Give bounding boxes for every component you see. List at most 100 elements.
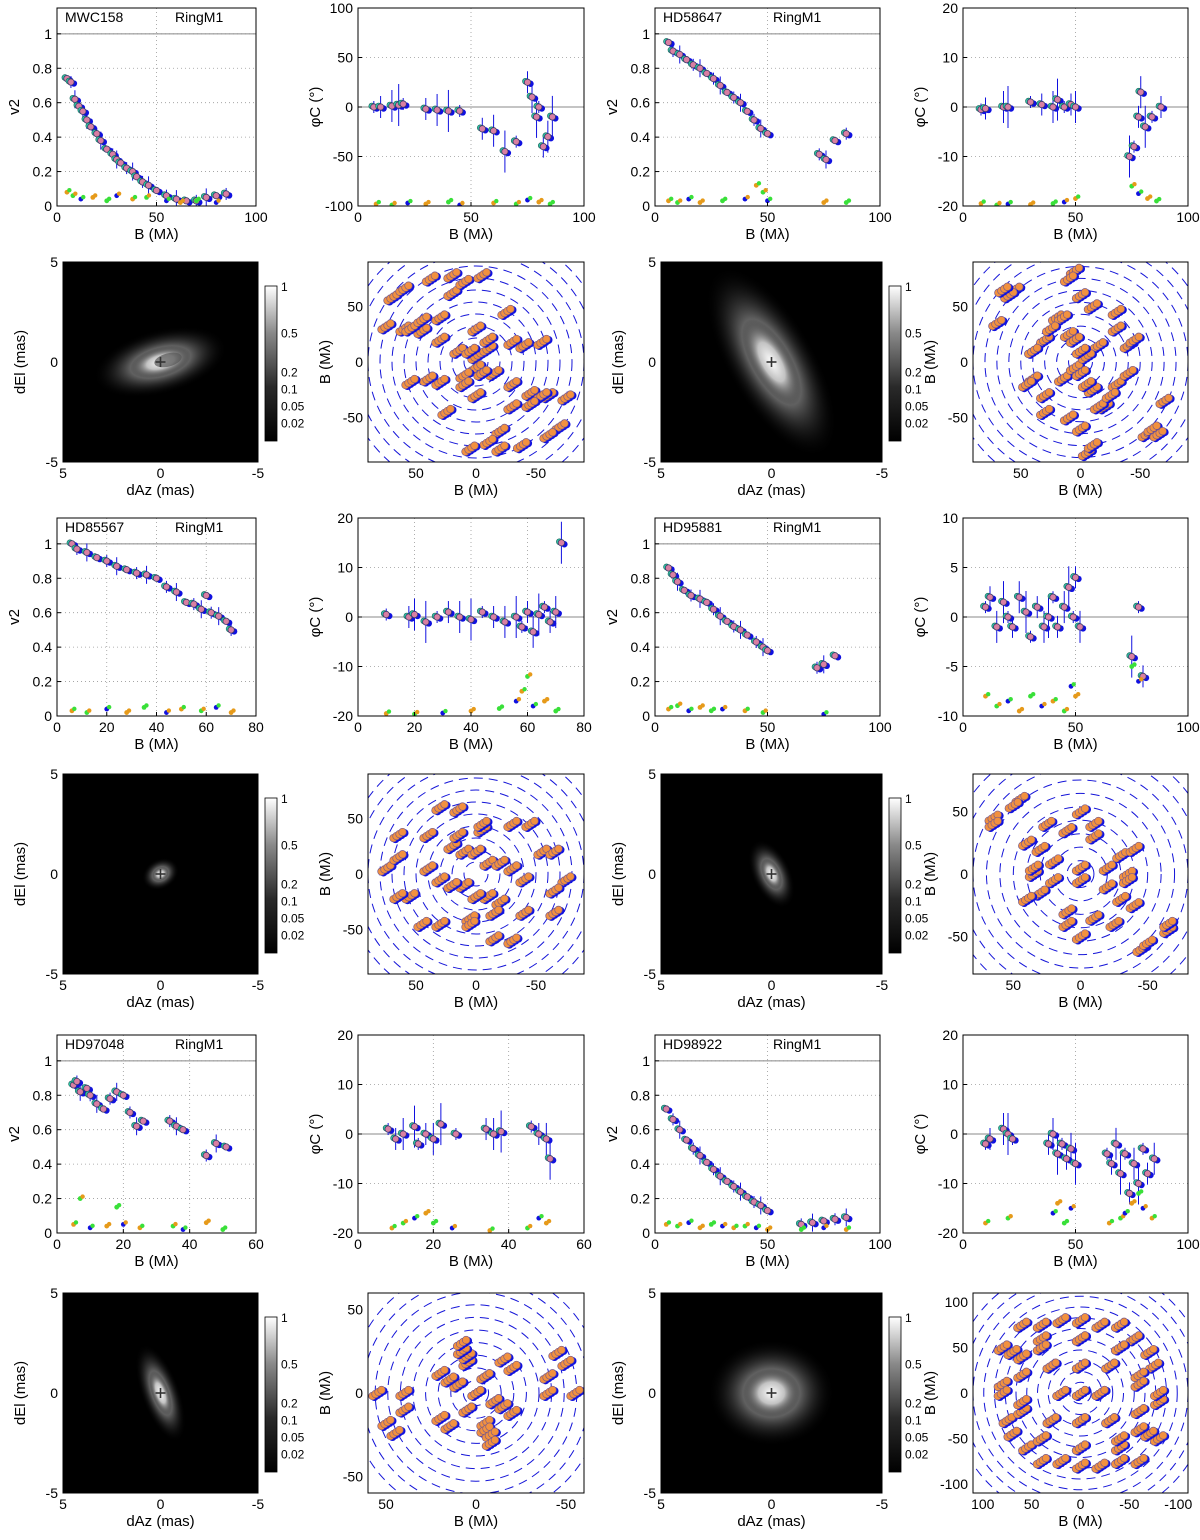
hd85567-v2-panel: 0 20 40 60 80 0 0.2 0.4 0.6 0.8 1 B (Mλ) v2 HD85567 Ri… xyxy=(6,517,264,753)
uv-point xyxy=(1127,873,1137,882)
closure-point xyxy=(443,708,448,714)
x-tick-label: 100 xyxy=(971,1496,995,1512)
uv-point xyxy=(512,1405,521,1415)
closure-point xyxy=(700,703,705,708)
model-point xyxy=(478,125,486,133)
closure-point xyxy=(734,1223,739,1229)
closure-point xyxy=(550,199,556,205)
model-point xyxy=(1071,573,1080,582)
x-axis-label: B (Mλ) xyxy=(449,736,493,753)
uv-point xyxy=(1041,1331,1051,1340)
uv-point xyxy=(1022,1367,1031,1376)
axes-frame xyxy=(972,1292,1189,1494)
model-point xyxy=(190,600,198,608)
closure-point xyxy=(403,1218,409,1224)
x-tick-label: -50 xyxy=(1138,977,1158,993)
x-tick-label: 5 xyxy=(657,465,665,481)
closure-point xyxy=(173,1221,178,1227)
y-tick-label: 0 xyxy=(642,1225,650,1241)
model-point xyxy=(736,1188,745,1196)
x-axis-label: dAz (mas) xyxy=(126,482,194,499)
model-point xyxy=(669,1115,677,1123)
model-point xyxy=(1125,1189,1134,1198)
model-point xyxy=(1130,143,1138,151)
model-point xyxy=(662,1105,670,1113)
x-tick-label: 0 xyxy=(53,1236,61,1252)
uv-point xyxy=(1080,1413,1090,1422)
uv-point xyxy=(575,1385,584,1395)
model-point xyxy=(1060,103,1068,111)
model-point xyxy=(172,195,180,203)
x-tick-label: 50 xyxy=(463,209,479,225)
model-point xyxy=(723,617,731,625)
y-tick-label: 100 xyxy=(330,0,354,16)
y-tick-label: 0 xyxy=(44,1225,52,1241)
closure-point xyxy=(745,1221,750,1227)
uv-point xyxy=(458,1377,467,1386)
model-point xyxy=(676,1126,684,1134)
uv-ring xyxy=(387,1304,565,1482)
hd58647-cp-panel: 0 50 100 -20 -10 0 10 20 B (Mλ) φC (°) xyxy=(912,0,1200,243)
model-point xyxy=(433,106,441,114)
model-point xyxy=(93,130,101,138)
y-tick-label: 20 xyxy=(942,1027,958,1043)
model-point xyxy=(986,593,994,601)
uv-point xyxy=(464,368,473,377)
y-tick-label: 0.2 xyxy=(33,674,53,690)
closure-point xyxy=(196,196,201,202)
closure-point xyxy=(533,701,539,707)
uv-ring xyxy=(1032,313,1129,411)
model-point xyxy=(103,557,111,565)
model-point xyxy=(535,1130,543,1138)
x-tick-label: 5 xyxy=(59,1496,67,1512)
model-point xyxy=(1076,623,1084,631)
closure-point xyxy=(1132,182,1137,187)
y-tick-label: -5 xyxy=(46,1485,59,1501)
uv-point xyxy=(1040,885,1049,894)
uv-ring xyxy=(1066,860,1095,888)
x-axis-label: B (Mλ) xyxy=(449,1253,493,1270)
model-point xyxy=(831,1215,839,1223)
y-tick-label: -20 xyxy=(938,1225,958,1241)
uv-point xyxy=(1119,1340,1129,1349)
y-axis-label: dEl (mas) xyxy=(610,842,627,906)
y-axis-label: dEl (mas) xyxy=(610,330,627,394)
closure-point xyxy=(448,197,454,203)
uv-point xyxy=(1154,1358,1163,1367)
closure-point xyxy=(1053,696,1058,702)
y-tick-label: 1 xyxy=(44,26,52,42)
x-tick-label: 50 xyxy=(1068,1236,1084,1252)
colorbar-tick-label: 0.1 xyxy=(281,1413,298,1427)
y-tick-label: 0.6 xyxy=(631,605,651,621)
closure-point xyxy=(201,706,206,712)
uv-point xyxy=(1027,891,1036,901)
model-point xyxy=(820,1217,828,1225)
x-tick-label: 0 xyxy=(1077,977,1085,993)
uv-point xyxy=(1139,1404,1148,1413)
uv-point xyxy=(494,365,503,375)
uv-point xyxy=(1119,1454,1129,1463)
x-tick-label: 60 xyxy=(576,1236,592,1252)
colorbar-tick-label: 0.05 xyxy=(905,399,929,413)
closure-point xyxy=(1071,1204,1076,1209)
x-tick-label: 20 xyxy=(116,1236,132,1252)
y-tick-label: 0.4 xyxy=(631,129,651,145)
colorbar-tick-label: 0.02 xyxy=(905,416,929,430)
uv-point xyxy=(422,323,431,333)
marks xyxy=(975,76,1168,206)
closure-point xyxy=(1008,1213,1013,1219)
uv-point xyxy=(410,374,419,384)
uv-ring xyxy=(415,813,537,935)
y-tick-label: -50 xyxy=(948,929,968,945)
uv-point xyxy=(560,419,569,428)
y-tick-label: 20 xyxy=(942,0,958,16)
y-tick-label: 5 xyxy=(648,766,656,782)
uv-ring xyxy=(391,789,561,959)
uv-point xyxy=(524,338,533,347)
y-tick-label: 0 xyxy=(648,354,656,370)
model-point xyxy=(1033,603,1041,611)
uv-point xyxy=(449,1372,458,1381)
y-tick-label: 1 xyxy=(642,536,650,552)
uv-point xyxy=(512,377,521,386)
closure-point xyxy=(106,1221,112,1227)
